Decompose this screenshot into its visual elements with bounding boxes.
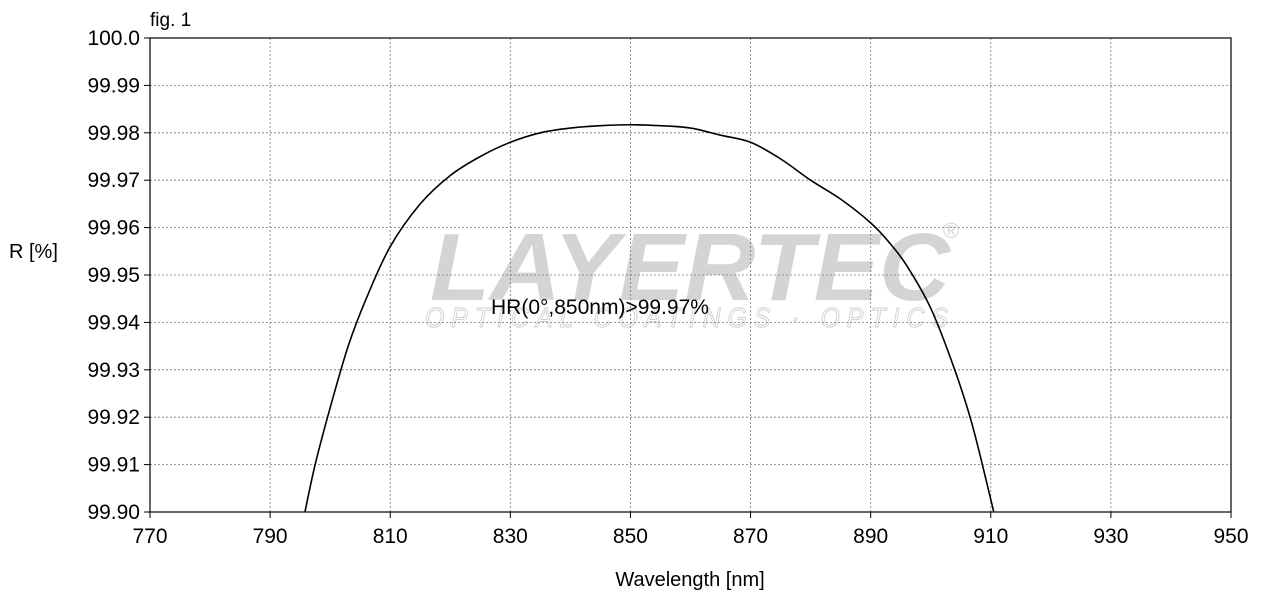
x-tick-label: 770 [132,525,167,548]
y-tick-label: 99.90 [87,501,140,524]
x-tick-label: 930 [1093,525,1128,548]
y-tick-label: 99.92 [87,406,140,429]
x-tick-label: 790 [253,525,288,548]
y-tick-label: 100.0 [87,27,140,50]
y-tick-label: 99.93 [87,359,140,382]
spec-annotation: HR(0°,850nm)>99.97% [491,296,709,319]
watermark-brand: LAYERTEC [430,214,952,321]
y-tick-label: 99.91 [87,454,140,477]
y-axis-label: R [%] [9,241,58,263]
x-axis-label: Wavelength [nm] [615,569,764,591]
y-tick-label: 99.99 [87,74,140,97]
y-tick-label: 99.97 [87,169,140,192]
y-tick-label: 99.94 [87,311,140,334]
x-axis-ticks: 770 790 810 830 850 870 890 910 930 950 [132,512,1249,548]
x-tick-label: 850 [613,525,648,548]
watermark-registered: ® [943,218,959,243]
plot-frame [149,37,1232,513]
x-tick-label: 830 [493,525,528,548]
x-tick-label: 810 [373,525,408,548]
y-tick-label: 99.98 [87,122,140,145]
x-tick-label: 870 [733,525,768,548]
series-line [304,123,995,513]
y-axis-ticks: 100.0 99.99 99.98 99.97 99.96 99.95 99.94 99.93… [87,27,150,524]
watermark-tagline: OPTICAL COATINGS · OPTICS [425,302,955,333]
grid-lines [150,38,1231,512]
y-tick-label: 99.95 [87,264,140,287]
y-tick-label: 99.96 [87,217,140,240]
x-tick-label: 890 [853,525,888,548]
x-tick-label: 910 [973,525,1008,548]
figure-label: fig. 1 [150,10,191,31]
watermark-logo: LAYERTEC OPTICAL COATINGS · OPTICS ® [425,214,960,334]
x-tick-label: 950 [1213,525,1248,548]
